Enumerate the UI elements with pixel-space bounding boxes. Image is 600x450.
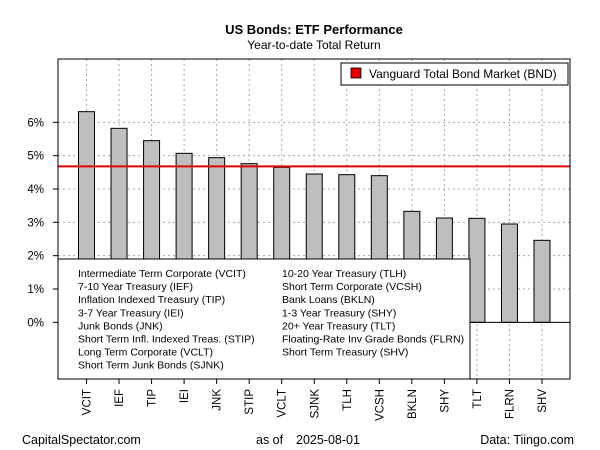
legend-box bbox=[340, 62, 569, 86]
bar-TLT bbox=[468, 217, 486, 323]
x-tick-label-FLRN: FLRN bbox=[504, 389, 516, 419]
key-entry-VCIT: Intermediate Term Corporate (VCIT) bbox=[78, 268, 246, 280]
key-entry-BKLN: Bank Loans (BKLN) bbox=[282, 294, 375, 306]
bar-FLRN bbox=[500, 223, 518, 323]
fund-key: Intermediate Term Corporate (VCIT)7-10 Y… bbox=[57, 258, 471, 380]
legend-swatch bbox=[350, 67, 362, 79]
y-tick-label-3: 3% bbox=[27, 217, 44, 229]
x-tick-label-TIP: TIP bbox=[147, 389, 159, 407]
y-tick-label-5: 5% bbox=[27, 151, 44, 163]
x-tick-label-IEF: IEF bbox=[114, 389, 126, 407]
fund-key-box bbox=[57, 258, 471, 380]
x-tick-label-VCSH: VCSH bbox=[374, 389, 386, 421]
chart-subtitle: Year-to-date Total Return bbox=[247, 38, 380, 52]
key-entry-IEF: 7-10 Year Treasury (IEF) bbox=[78, 281, 193, 293]
chart-title: US Bonds: ETF Performance bbox=[225, 22, 403, 37]
y-tick-label-0: 0% bbox=[27, 317, 44, 329]
key-entry-SJNK: Short Term Junk Bonds (SJNK) bbox=[78, 360, 224, 372]
key-entry-IEI: 3-7 Year Treasury (IEI) bbox=[78, 307, 184, 319]
footer-source: CapitalSpectator.com bbox=[22, 433, 141, 447]
x-tick-label-VCIT: VCIT bbox=[82, 389, 94, 415]
y-axis: 0% 1% 2% 3% 4% 5% 6% bbox=[27, 117, 58, 329]
x-tick-label-TLT: TLT bbox=[472, 389, 484, 409]
x-axis: VCIT IEF TIP IEI JNK STIP VCLT SJNK TLH VCSH BKLN S… bbox=[82, 379, 549, 421]
x-tick-label-SJNK: SJNK bbox=[309, 389, 321, 419]
x-tick-label-SHV: SHV bbox=[537, 389, 549, 413]
key-entry-SHY: 1-3 Year Treasury (SHY) bbox=[282, 307, 396, 319]
y-tick-label-2: 2% bbox=[27, 251, 44, 263]
legend-label: Vanguard Total Bond Market (BND) bbox=[369, 67, 557, 81]
x-tick-label-TLH: TLH bbox=[342, 389, 354, 411]
x-tick-label-IEI: IEI bbox=[179, 389, 191, 403]
legend: Vanguard Total Bond Market (BND) bbox=[340, 62, 569, 86]
key-entry-VCLT: Long Term Corporate (VCLT) bbox=[78, 347, 213, 359]
y-tick-label-6: 6% bbox=[27, 117, 44, 129]
key-entry-FLRN: Floating-Rate Inv Grade Bonds (FLRN) bbox=[282, 334, 464, 346]
key-entry-TLT: 20+ Year Treasury (TLT) bbox=[282, 320, 395, 332]
x-tick-label-BKLN: BKLN bbox=[407, 389, 419, 419]
footer-as-of-label: as of bbox=[256, 433, 284, 447]
y-tick-label-1: 1% bbox=[27, 284, 44, 296]
x-tick-label-SHY: SHY bbox=[439, 389, 451, 413]
key-entry-VCSH: Short Term Corporate (VCSH) bbox=[282, 281, 422, 293]
key-entry-TIP: Inflation Indexed Treasury (TIP) bbox=[78, 294, 225, 306]
footer-data-credit: Data: Tiingo.com bbox=[480, 433, 574, 447]
key-entry-JNK: Junk Bonds (JNK) bbox=[78, 320, 163, 332]
x-tick-label-VCLT: VCLT bbox=[277, 389, 289, 418]
key-entry-STIP: Short Term Infl. Indexed Treas. (STIP) bbox=[78, 334, 255, 346]
footer-date: 2025-08-01 bbox=[296, 433, 360, 447]
y-tick-label-4: 4% bbox=[27, 184, 44, 196]
x-tick-label-STIP: STIP bbox=[244, 389, 256, 415]
bar-SHV bbox=[533, 239, 551, 323]
key-entry-TLH: 10-20 Year Treasury (TLH) bbox=[282, 268, 406, 280]
key-entry-SHV: Short Term Treasury (SHV) bbox=[282, 347, 408, 359]
x-tick-label-JNK: JNK bbox=[212, 389, 224, 411]
